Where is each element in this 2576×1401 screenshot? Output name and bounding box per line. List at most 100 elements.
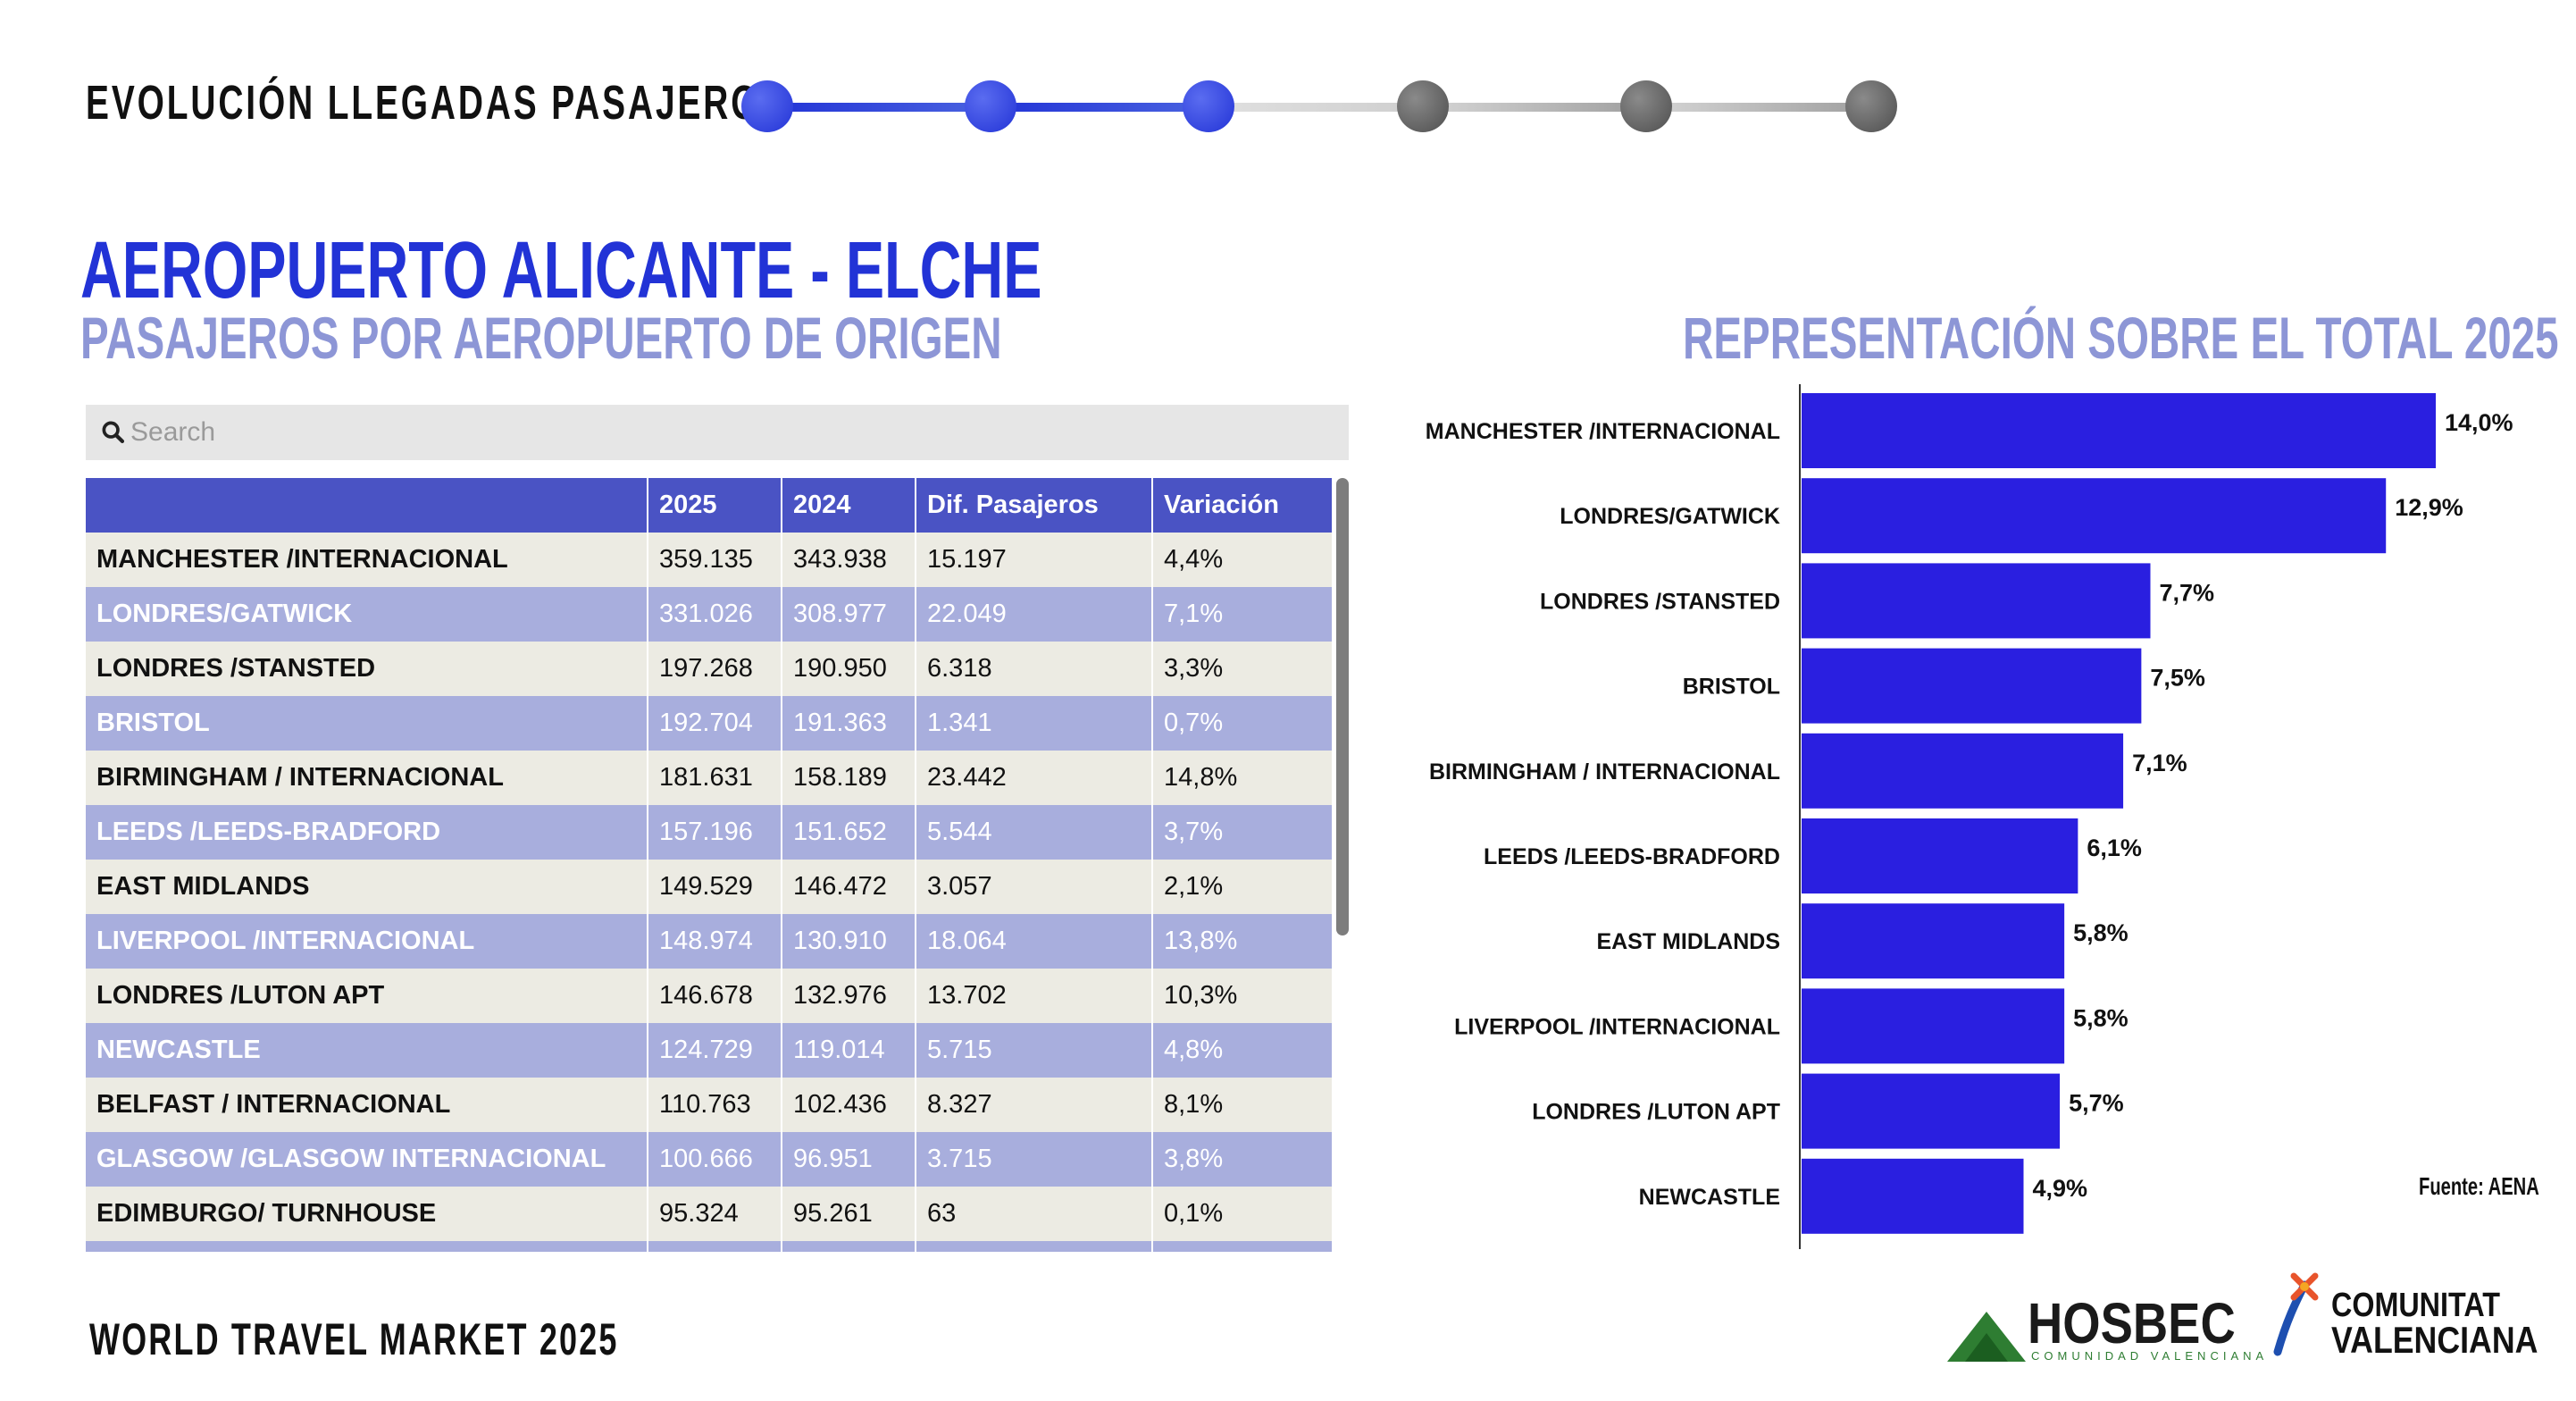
table-row[interactable]: MANCHESTER /INTERNACIONAL 359.135 343.938 1… — [86, 533, 1333, 587]
table-row[interactable]: GLASGOW /GLASGOW INTERNACIONAL 100.666 96.… — [86, 1132, 1333, 1187]
chart-bar — [1802, 733, 2124, 809]
table-cell-empty — [1152, 1241, 1333, 1252]
table-cell-airport: LEEDS /LEEDS-BRADFORD — [86, 805, 648, 860]
table-cell-value: 0,1% — [1152, 1187, 1333, 1241]
table-cell-empty — [648, 1241, 782, 1252]
table-cell-empty — [916, 1241, 1153, 1252]
table-cell-airport: BIRMINGHAM / INTERNACIONAL — [86, 751, 648, 805]
chart-data-label: 4,9% — [2033, 1175, 2088, 1202]
table-cell-value: 331.026 — [648, 587, 782, 642]
chart-data-label: 5,8% — [2073, 1004, 2129, 1031]
table-cell-airport: GLASGOW /GLASGOW INTERNACIONAL — [86, 1132, 648, 1187]
table-cell-value: 95.324 — [648, 1187, 782, 1241]
table-cell-value: 13.702 — [916, 969, 1153, 1023]
table-row[interactable]: BRISTOL 192.704 191.363 1.341 0,7% — [86, 696, 1333, 751]
chart-category-label: BRISTOL — [1683, 675, 1780, 700]
chart-category-label: LONDRES /STANSTED — [1540, 589, 1780, 614]
table-cell-value: 5.544 — [916, 805, 1153, 860]
chart-bar — [1802, 478, 2387, 554]
table-row[interactable]: LIVERPOOL /INTERNACIONAL 148.974 130.910 18… — [86, 914, 1333, 969]
table-row[interactable]: EAST MIDLANDS 149.529 146.472 3.057 2,1% — [86, 860, 1333, 914]
progress-connector — [991, 103, 1209, 112]
table-cell-airport: BELFAST / INTERNACIONAL — [86, 1078, 648, 1132]
table-cell-value: 8.327 — [916, 1078, 1153, 1132]
table-cell-value: 10,3% — [1152, 969, 1333, 1023]
hosbec-logo-tagline: COMUNIDAD VALENCIANA — [2031, 1349, 2269, 1363]
header-title: EVOLUCIÓN LLEGADAS PASAJEROS — [86, 76, 787, 130]
cv-logo-line2: VALENCIANA — [2331, 1319, 2538, 1361]
table-cell-value: 0,7% — [1152, 696, 1333, 751]
chart-category-label: LONDRES /LUTON APT — [1532, 1100, 1780, 1125]
chart-category-label: EAST MIDLANDS — [1596, 929, 1780, 954]
table-cell-value: 2,1% — [1152, 860, 1333, 914]
progress-connector — [1646, 103, 1871, 112]
chart-title: REPRESENTACIÓN SOBRE EL TOTAL 2025 — [1683, 305, 2559, 371]
table-cell-value: 3,8% — [1152, 1132, 1333, 1187]
table-column-header[interactable]: 2025 — [648, 478, 782, 533]
chart-category-label: NEWCASTLE — [1639, 1185, 1780, 1210]
table-cell-value: 102.436 — [782, 1078, 916, 1132]
table-cell-airport: LIVERPOOL /INTERNACIONAL — [86, 914, 648, 969]
table-row[interactable]: LEEDS /LEEDS-BRADFORD 157.196 151.652 5.544… — [86, 805, 1333, 860]
search-input[interactable] — [130, 405, 1327, 460]
table-cell-airport: LONDRES /STANSTED — [86, 642, 648, 696]
bar-chart: MANCHESTER /INTERNACIONAL 14,0% LONDRES/GA… — [1426, 384, 2513, 1249]
table-cell-value: 1.341 — [916, 696, 1153, 751]
chart-bar — [1802, 563, 2151, 639]
chart-bar — [1802, 648, 2142, 724]
progress-connector — [1209, 103, 1423, 112]
table-cell-value: 15.197 — [916, 533, 1153, 587]
progress-stepper — [741, 80, 1903, 134]
table-cell-value: 343.938 — [782, 533, 916, 587]
table-scrollbar-thumb[interactable] — [1336, 478, 1349, 935]
table-row[interactable]: BIRMINGHAM / INTERNACIONAL 181.631 158.189… — [86, 751, 1333, 805]
progress-connector — [767, 103, 991, 112]
hosbec-logo-text: HOSBEC — [2028, 1291, 2236, 1355]
table-row[interactable]: NEWCASTLE 124.729 119.014 5.715 4,8% — [86, 1023, 1333, 1078]
table-cell-value: 13,8% — [1152, 914, 1333, 969]
chart-bar — [1802, 1073, 2061, 1149]
table-cell-value: 96.951 — [782, 1132, 916, 1187]
progress-step — [1620, 80, 1672, 132]
table-cell-empty — [86, 1241, 648, 1252]
table-cell-empty — [782, 1241, 916, 1252]
table-column-header[interactable]: Variación — [1152, 478, 1333, 533]
table-cell-value: 18.064 — [916, 914, 1153, 969]
chart-data-label: 7,7% — [2160, 579, 2215, 606]
table-column-header[interactable]: 2024 — [782, 478, 916, 533]
table-cell-value: 3.715 — [916, 1132, 1153, 1187]
table-cell-airport: MANCHESTER /INTERNACIONAL — [86, 533, 648, 587]
table-cell-airport: LONDRES /LUTON APT — [86, 969, 648, 1023]
table-cell-value: 148.974 — [648, 914, 782, 969]
table-row[interactable]: LONDRES /LUTON APT 146.678 132.976 13.702 10… — [86, 969, 1333, 1023]
cv-logo-line1: COMUNITAT — [2331, 1287, 2500, 1324]
table-row[interactable]: BELFAST / INTERNACIONAL 110.763 102.436 8.3… — [86, 1078, 1333, 1132]
table-cell-airport: BRISTOL — [86, 696, 648, 751]
table-row[interactable]: LONDRES/GATWICK 331.026 308.977 22.049 7,1% — [86, 587, 1333, 642]
table-cell-value: 5.715 — [916, 1023, 1153, 1078]
data-table-container[interactable]: 2025 2024 Dif. Pasajeros Variación MANCHEST… — [86, 478, 1333, 1252]
table-cell-value: 192.704 — [648, 696, 782, 751]
chart-bar — [1802, 818, 2078, 893]
table-cell-airport: NEWCASTLE — [86, 1023, 648, 1078]
chart-data-label: 14,0% — [2445, 409, 2513, 436]
table-column-header[interactable]: Dif. Pasajeros — [916, 478, 1153, 533]
chart-category-label: LONDRES/GATWICK — [1560, 504, 1780, 529]
table-cell-value: 181.631 — [648, 751, 782, 805]
table-cell-value: 4,4% — [1152, 533, 1333, 587]
progress-step — [965, 80, 1016, 132]
table-cell-value: 3,7% — [1152, 805, 1333, 860]
table-cell-value: 22.049 — [916, 587, 1153, 642]
progress-step — [1397, 80, 1449, 132]
table-row[interactable]: EDIMBURGO/ TURNHOUSE 95.324 95.261 63 0,1% — [86, 1187, 1333, 1241]
table-cell-value: 157.196 — [648, 805, 782, 860]
table-cell-value: 63 — [916, 1187, 1153, 1241]
table-column-header[interactable] — [86, 478, 648, 533]
chart-bar — [1802, 903, 2065, 979]
table-cell-value: 100.666 — [648, 1132, 782, 1187]
table-cell-value: 95.261 — [782, 1187, 916, 1241]
table-cell-value: 3.057 — [916, 860, 1153, 914]
table-row[interactable] — [86, 1241, 1333, 1252]
search-bar[interactable] — [86, 405, 1349, 460]
table-row[interactable]: LONDRES /STANSTED 197.268 190.950 6.318 3,3% — [86, 642, 1333, 696]
